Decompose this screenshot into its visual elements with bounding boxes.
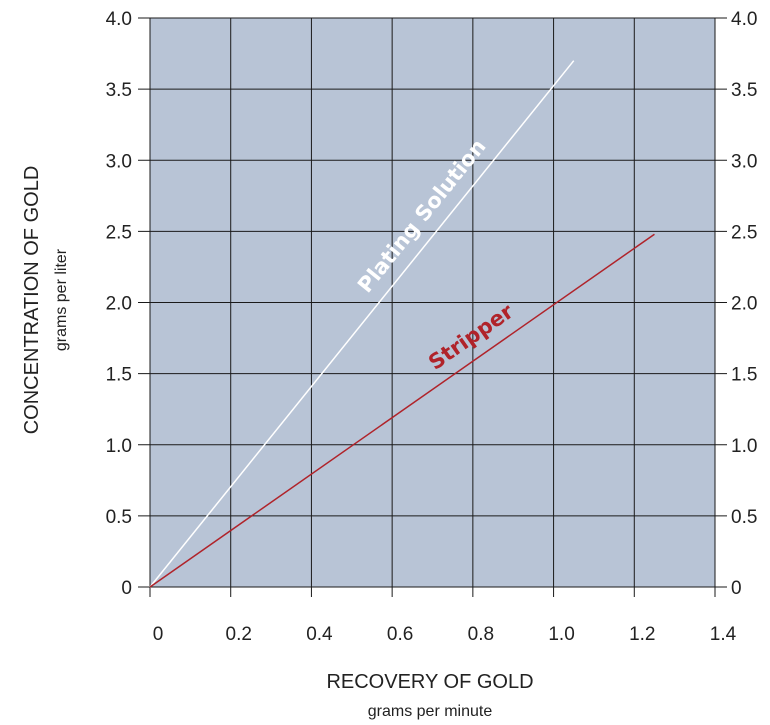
y-tick-label-right: 3.0 — [731, 151, 757, 172]
x-tick-label: 1.2 — [629, 624, 655, 645]
y-tick-label-right: 0 — [731, 578, 742, 599]
y-tick-label-right: 2.0 — [731, 294, 757, 315]
y-tick-label-right: 0.5 — [731, 507, 757, 528]
x-tick-label: 0.8 — [468, 624, 494, 645]
x-axis-title: RECOVERY OF GOLD — [326, 671, 533, 693]
y-tick-label-left: 3.0 — [106, 151, 132, 172]
y-tick-label-left: 4.0 — [106, 9, 132, 30]
y-tick-label-left: 1.5 — [106, 365, 132, 386]
plating-solution-line — [149, 60, 575, 588]
y-tick-label-left: 0 — [121, 578, 132, 599]
y-tick-label-right: 3.5 — [731, 80, 757, 101]
x-tick-label: 0.4 — [306, 624, 333, 645]
y-axis-title: CONCENTRATION OF GOLD — [21, 166, 43, 435]
y-axis-subtitle: grams per liter — [53, 248, 70, 351]
y-tick-label-left: 3.5 — [106, 80, 132, 101]
x-tick-label: 1.4 — [710, 624, 737, 645]
y-tick-label-left: 1.0 — [106, 436, 132, 457]
stripper-line — [149, 233, 655, 588]
grid — [138, 17, 727, 597]
series-lines — [149, 60, 655, 588]
y-tick-label-left: 2.5 — [106, 222, 132, 243]
y-tick-label-right: 1.0 — [731, 436, 757, 457]
x-axis-subtitle: grams per minute — [368, 703, 493, 720]
x-tick-label: 0.2 — [226, 624, 252, 645]
x-tick-label: 1.0 — [548, 624, 574, 645]
plot-frame — [149, 17, 716, 588]
x-tick-label: 0 — [153, 624, 164, 645]
axis-ticks: 0 0.2 0.4 0.6 0.8 1.0 1.2 1.4 0 0 0.5 0.5 1.0 1.0 1.5 1… — [106, 9, 758, 645]
y-tick-label-right: 2.5 — [731, 222, 757, 243]
y-tick-label-left: 0.5 — [106, 507, 132, 528]
y-tick-label-right: 1.5 — [731, 365, 757, 386]
y-tick-label-left: 2.0 — [106, 294, 132, 315]
x-tick-label: 0.6 — [387, 624, 413, 645]
y-tick-label-right: 4.0 — [731, 9, 757, 30]
